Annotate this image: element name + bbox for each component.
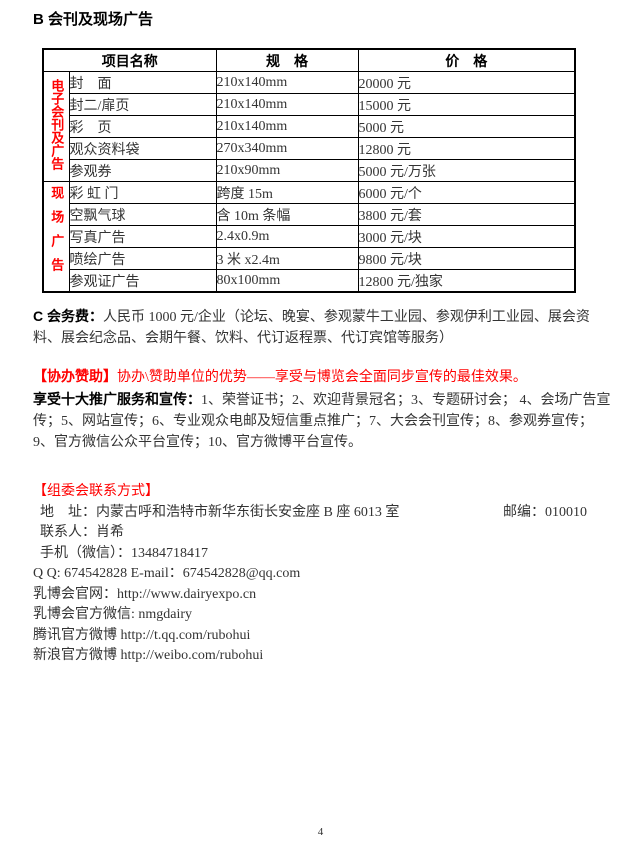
cell-spec: 210x140mm xyxy=(215,93,359,116)
table-row: 写真广告 2.4x0.9m 3000 元/块 xyxy=(43,225,576,248)
document-content: B 会刊及现场广告 项目名称 规 格 价 格 电子会刊及广告 封 面 210x1… xyxy=(33,11,611,663)
sponsor-text: 协办\赞助单位的优势——享受与博览会全面同步宣传的最佳效果。 xyxy=(117,370,527,385)
table-row: 现场广告 彩 虹 门 跨度 15m 6000 元/个 xyxy=(42,181,576,293)
address-text: 地 址：内蒙古呼和浩特市新华东街长安金座 B 座 6013 室 xyxy=(40,505,400,520)
cell-price: 15000 元 xyxy=(357,93,576,116)
table-row: 喷绘广告 3 米 x2.4m 9800 元/块 xyxy=(43,247,576,270)
wechat-line: 乳博会官方微信: nmgdairy xyxy=(33,607,193,622)
website-line: 乳博会官网：http://www.dairyexpo.cn xyxy=(33,586,257,602)
table-row: 空飘气球 含 10m 条幅 3800 元/套 xyxy=(43,203,576,226)
cell-name: 参观证广告 xyxy=(68,269,217,293)
sina-weibo-line: 新浪官方微博 http://weibo.com/rubohui xyxy=(33,648,264,663)
cell-price: 3800 元/套 xyxy=(357,203,576,226)
contact-section-heading: 【组委会联系方式】 xyxy=(33,484,159,499)
column-header-price: 价 格 xyxy=(357,48,576,72)
cell-price: 6000 元/个 xyxy=(357,181,576,204)
promotion-services-paragraph: 享受十大推广服务和宣传：1、荣誉证书；2、欢迎背景冠名；3、专题研讨会； 4、会… xyxy=(33,389,611,453)
mobile-wechat-line: 手机（微信）：13484718417 xyxy=(40,545,208,561)
cell-spec: 3 米 x2.4m xyxy=(215,247,359,270)
sponsor-notice: 【协办赞助】协办\赞助单位的优势——享受与博览会全面同步宣传的最佳效果。 xyxy=(33,366,611,388)
table-row: 参观证广告 80x100mm 12800 元/独家 xyxy=(43,269,576,293)
sponsor-heading: 【协办赞助】 xyxy=(33,368,117,384)
promo-heading: 享受十大推广服务和宣传： xyxy=(33,391,201,407)
cell-spec: 2.4x0.9m xyxy=(215,225,359,248)
table-row: 电子会刊及广告 封 面 210x140mm 20000 元 xyxy=(42,71,576,182)
cell-spec: 270x340mm xyxy=(215,137,359,160)
cell-price: 5000 元 xyxy=(357,115,576,138)
cell-name: 彩 页 xyxy=(68,115,217,138)
cell-spec: 含 10m 条幅 xyxy=(215,203,359,226)
postcode-text: 邮编：010010 xyxy=(503,505,587,520)
table-row: 彩 页 210x140mm 5000 元 xyxy=(43,115,576,138)
page-number: 4 xyxy=(317,826,324,838)
table-header-row: 项目名称 规 格 价 格 xyxy=(42,48,576,72)
cell-spec: 210x90mm xyxy=(215,159,359,182)
tencent-weibo-line: 腾讯官方微博 http://t.qq.com/rubohui xyxy=(33,627,251,643)
cell-price: 5000 元/万张 xyxy=(357,159,576,182)
section-title: B 会刊及现场广告 xyxy=(33,11,154,28)
address-row: 地 址：内蒙古呼和浩特市新华东街长安金座 B 座 6013 室 邮编：01001… xyxy=(40,502,608,523)
cell-name: 喷绘广告 xyxy=(68,247,217,270)
table-row: 封二/扉页 210x140mm 15000 元 xyxy=(43,93,576,116)
cell-name: 参观券 xyxy=(68,159,217,182)
cell-name: 彩 虹 门 xyxy=(68,181,217,204)
table-row: 观众资料袋 270x340mm 12800 元 xyxy=(43,137,576,160)
cell-name: 观众资料袋 xyxy=(68,137,217,160)
cell-price: 12800 元 xyxy=(357,137,576,160)
group-label-onsite-ads: 现场广告 xyxy=(42,181,70,293)
cell-name: 封 面 xyxy=(68,71,217,94)
vertical-group-label: 现场广告 xyxy=(49,186,65,282)
cell-spec: 210x140mm xyxy=(215,115,359,138)
column-header-spec: 规 格 xyxy=(215,48,359,72)
contact-person-line: 联系人：肖希 xyxy=(40,525,124,540)
cell-price: 9800 元/块 xyxy=(357,247,576,270)
cell-price: 12800 元/独家 xyxy=(357,269,576,293)
fee-label: C 会务费： xyxy=(33,308,103,324)
table-row: 参观券 210x90mm 5000 元/万张 xyxy=(43,159,576,182)
column-header-name: 项目名称 xyxy=(42,48,217,72)
promo-text: 1、荣誉证书；2、欢迎背景冠名；3、专题研讨会； 4、会场广告宣传；5、网站宣传… xyxy=(33,393,611,450)
fee-text: 人民币 1000 元/企业（论坛、晚宴、参观蒙牛工业园、参观伊利工业园、展会资料… xyxy=(33,310,590,346)
cell-price: 20000 元 xyxy=(357,71,576,94)
vertical-group-label: 电子会刊及广告 xyxy=(49,78,65,170)
cell-spec: 跨度 15m xyxy=(215,181,359,204)
cell-name: 封二/扉页 xyxy=(68,93,217,116)
group-label-ejournal-ads: 电子会刊及广告 xyxy=(42,71,70,182)
cell-spec: 210x140mm xyxy=(215,71,359,94)
cell-spec: 80x100mm xyxy=(215,269,359,293)
cell-name: 空飘气球 xyxy=(68,203,217,226)
cell-name: 写真广告 xyxy=(68,225,217,248)
qq-email-line: Q Q: 674542828 E-mail：674542828@qq.com xyxy=(33,566,301,581)
cell-price: 3000 元/块 xyxy=(357,225,576,248)
advertising-price-table: 项目名称 规 格 价 格 电子会刊及广告 封 面 210x140mm 20000… xyxy=(42,48,576,293)
conference-fee-paragraph: C 会务费：人民币 1000 元/企业（论坛、晚宴、参观蒙牛工业园、参观伊利工业… xyxy=(33,306,611,349)
